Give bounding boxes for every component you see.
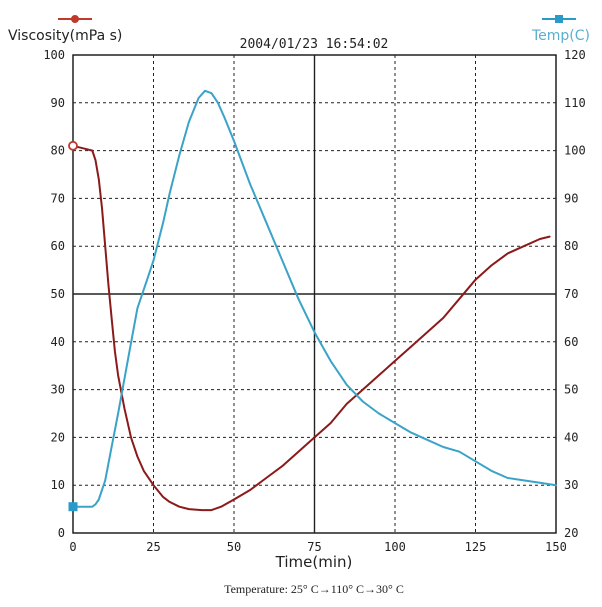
x-tick-label: 125	[465, 540, 487, 554]
viscosity-start-marker	[68, 140, 78, 151]
y-right-tick-label: 60	[564, 335, 578, 349]
series-layer	[68, 89, 557, 512]
y-left-tick-label: 30	[51, 383, 65, 397]
x-tick-label: 75	[307, 540, 321, 554]
y-right-tick-label: 70	[564, 287, 578, 301]
temperature-start-marker	[68, 502, 78, 512]
y-right-tick-label: 80	[564, 239, 578, 253]
temperature-legend-label: Temp(C)	[531, 28, 590, 44]
x-tick-label: 0	[69, 540, 76, 554]
y-left-tick-label: 40	[51, 335, 65, 349]
legend: Viscosity(mPa s) Temp(C)	[8, 15, 590, 44]
x-axis-label: Time(min)	[275, 553, 353, 571]
timestamp: 2004/01/23 16:54:02	[240, 37, 389, 52]
temperature-line	[72, 89, 557, 508]
x-tick-label: 25	[146, 540, 160, 554]
y-left-tick-label: 100	[43, 48, 65, 62]
y-left-tick-label: 70	[51, 191, 65, 205]
y-right-tick-label: 30	[564, 478, 578, 492]
y-right-tick-label: 20	[564, 526, 578, 540]
y-left-tick-label: 50	[51, 287, 65, 301]
x-tick-label: 50	[227, 540, 241, 554]
viscosity-legend-marker	[71, 15, 79, 23]
y-right-tick-label: 100	[564, 144, 586, 158]
y-left-tick-label: 10	[51, 478, 65, 492]
y-left-tick-label: 20	[51, 430, 65, 444]
y-right-tick-label: 120	[564, 48, 586, 62]
y-right-tick-label: 110	[564, 96, 586, 110]
y-left-tick-label: 80	[51, 144, 65, 158]
viscosity-legend-label: Viscosity(mPa s)	[8, 28, 122, 44]
y-left-tick-label: 90	[51, 96, 65, 110]
viscosity-line	[72, 144, 551, 512]
grid-lines	[72, 54, 557, 534]
tick-labels: 0 25 50 75 100 125 150 0 10 20 30 40 50 60 70 80 90 100 20…	[43, 48, 585, 554]
y-left-tick-label: 0	[58, 526, 65, 540]
x-tick-label: 150	[545, 540, 567, 554]
x-tick-label: 100	[384, 540, 406, 554]
y-left-tick-label: 60	[51, 239, 65, 253]
y-right-tick-label: 90	[564, 191, 578, 205]
caption: Temperature: 25° C→110° C→30° C	[224, 582, 404, 596]
y-right-tick-label: 40	[564, 430, 578, 444]
temperature-legend-marker	[555, 15, 563, 23]
y-right-tick-label: 50	[564, 383, 578, 397]
